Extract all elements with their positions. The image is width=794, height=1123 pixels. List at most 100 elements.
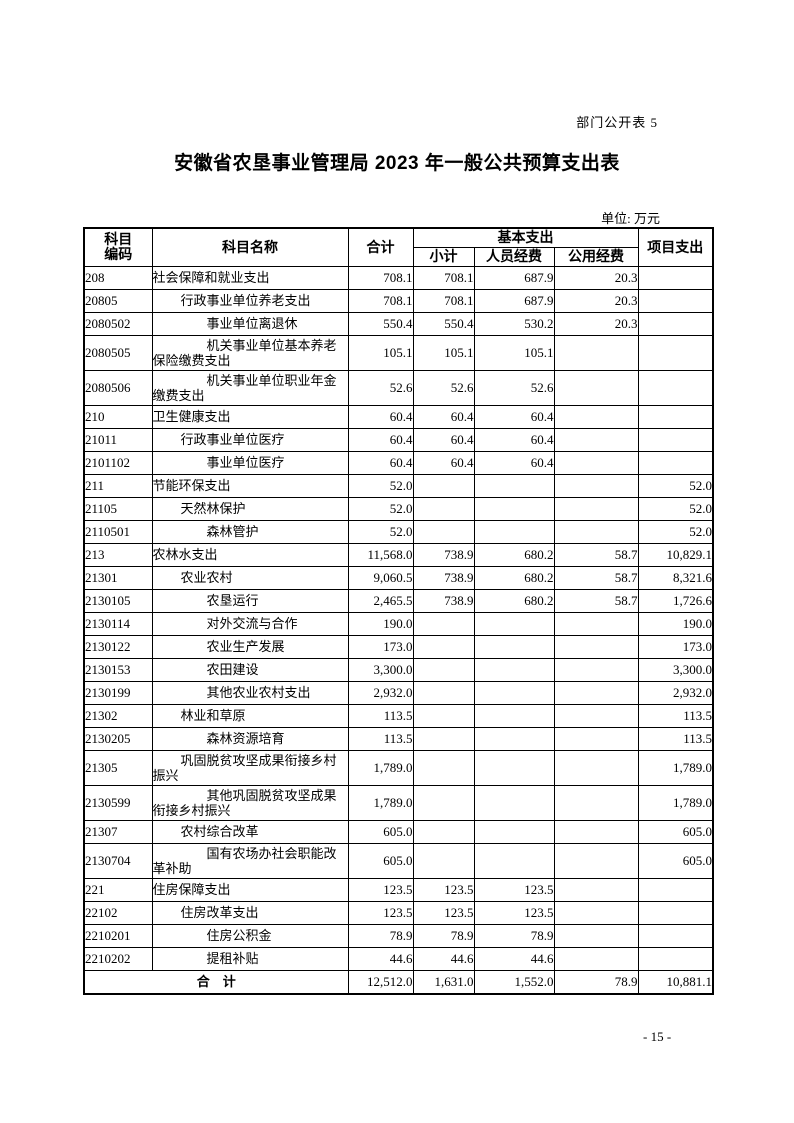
row-basic-subtotal: 738.9 xyxy=(412,565,475,590)
row-code: 2210201 xyxy=(83,923,153,948)
row-name: 机关事业单位职业年金缴费支出 xyxy=(151,369,349,406)
row-basic-subtotal xyxy=(412,703,475,728)
row-total: 1,789.0 xyxy=(347,749,414,786)
row-code: 2080506 xyxy=(83,369,153,406)
row-public xyxy=(553,634,639,659)
row-project: 113.5 xyxy=(637,726,714,751)
row-code: 2130199 xyxy=(83,680,153,705)
row-project: 605.0 xyxy=(637,842,714,879)
row-code: 2130122 xyxy=(83,634,153,659)
table-row: 2210201 住房公积金 78.9 78.9 78.9 xyxy=(83,923,714,948)
row-code: 2110501 xyxy=(83,519,153,544)
row-code: 2080505 xyxy=(83,334,153,371)
row-personnel xyxy=(473,657,555,682)
table-row: 2101102 事业单位医疗 60.4 60.4 60.4 xyxy=(83,450,714,475)
row-project: 52.0 xyxy=(637,519,714,544)
row-basic-subtotal xyxy=(412,726,475,751)
row-code: 2130205 xyxy=(83,726,153,751)
table-row: 2130199 其他农业农村支出 2,932.0 2,932.0 xyxy=(83,680,714,705)
total-personnel: 1,552.0 xyxy=(473,969,555,995)
row-name: 事业单位离退休 xyxy=(151,311,349,336)
table-row: 20805 行政事业单位养老支出 708.1 708.1 687.9 20.3 xyxy=(83,288,714,313)
row-basic-subtotal: 123.5 xyxy=(412,877,475,902)
row-personnel xyxy=(473,726,555,751)
row-total: 60.4 xyxy=(347,427,414,452)
row-total: 1,789.0 xyxy=(347,784,414,821)
table-row: 2080502 事业单位离退休 550.4 550.4 530.2 20.3 xyxy=(83,311,714,336)
row-public xyxy=(553,784,639,821)
row-basic-subtotal: 44.6 xyxy=(412,946,475,971)
row-public: 58.7 xyxy=(553,588,639,613)
table-row: 2130599 其他巩固脱贫攻坚成果衔接乡村振兴 1,789.0 1,789.0 xyxy=(83,784,714,821)
row-project xyxy=(637,946,714,971)
table-row: 221 住房保障支出 123.5 123.5 123.5 xyxy=(83,877,714,902)
row-personnel xyxy=(473,634,555,659)
row-code: 21302 xyxy=(83,703,153,728)
row-basic-subtotal: 78.9 xyxy=(412,923,475,948)
row-total: 605.0 xyxy=(347,819,414,844)
row-name: 天然林保护 xyxy=(151,496,349,521)
row-code: 208 xyxy=(83,265,153,290)
row-project xyxy=(637,369,714,406)
row-personnel: 60.4 xyxy=(473,404,555,429)
row-personnel: 44.6 xyxy=(473,946,555,971)
doc-label: 部门公开表 5 xyxy=(576,115,658,130)
row-project: 52.0 xyxy=(637,473,714,498)
header-row-1: 科目 编码 科目名称 合计 基本支出 项目支出 xyxy=(83,227,714,267)
row-project: 1,789.0 xyxy=(637,784,714,821)
row-code: 213 xyxy=(83,542,153,567)
row-name: 行政事业单位养老支出 xyxy=(151,288,349,313)
row-name: 林业和草原 xyxy=(151,703,349,728)
table-row: 2080505 机关事业单位基本养老保险缴费支出 105.1 105.1 105… xyxy=(83,334,714,371)
row-code: 21305 xyxy=(83,749,153,786)
row-total: 9,060.5 xyxy=(347,565,414,590)
table-row: 21105 天然林保护 52.0 52.0 xyxy=(83,496,714,521)
table-body: 208 社会保障和就业支出 708.1 708.1 687.9 20.3 208… xyxy=(83,265,714,971)
row-public: 20.3 xyxy=(553,311,639,336)
row-public xyxy=(553,404,639,429)
row-name: 森林管护 xyxy=(151,519,349,544)
row-basic-subtotal xyxy=(412,519,475,544)
row-personnel: 687.9 xyxy=(473,288,555,313)
total-label: 合 计 xyxy=(83,969,349,995)
row-basic-subtotal xyxy=(412,819,475,844)
row-total: 105.1 xyxy=(347,334,414,371)
row-code: 21307 xyxy=(83,819,153,844)
header-code: 科目 编码 xyxy=(83,227,153,267)
row-public xyxy=(553,923,639,948)
table-row: 21302 林业和草原 113.5 113.5 xyxy=(83,703,714,728)
header-personnel: 人员经费 xyxy=(473,246,555,267)
table-row: 2130122 农业生产发展 173.0 173.0 xyxy=(83,634,714,659)
row-basic-subtotal: 60.4 xyxy=(412,404,475,429)
header-total: 合计 xyxy=(347,227,414,267)
total-subtotal: 1,631.0 xyxy=(412,969,475,995)
row-total: 78.9 xyxy=(347,923,414,948)
row-public xyxy=(553,877,639,902)
row-total: 11,568.0 xyxy=(347,542,414,567)
table-row: 2130153 农田建设 3,300.0 3,300.0 xyxy=(83,657,714,682)
row-project xyxy=(637,450,714,475)
row-personnel: 530.2 xyxy=(473,311,555,336)
row-personnel: 52.6 xyxy=(473,369,555,406)
row-personnel: 680.2 xyxy=(473,588,555,613)
row-name: 住房公积金 xyxy=(151,923,349,948)
row-total: 44.6 xyxy=(347,946,414,971)
row-project xyxy=(637,288,714,313)
row-basic-subtotal: 708.1 xyxy=(412,288,475,313)
table-row: 21307 农村综合改革 605.0 605.0 xyxy=(83,819,714,844)
row-name: 其他农业农村支出 xyxy=(151,680,349,705)
row-total: 2,465.5 xyxy=(347,588,414,613)
table-row: 208 社会保障和就业支出 708.1 708.1 687.9 20.3 xyxy=(83,265,714,290)
row-name: 农村综合改革 xyxy=(151,819,349,844)
row-basic-subtotal xyxy=(412,842,475,879)
total-row: 合 计 12,512.0 1,631.0 1,552.0 78.9 10,881… xyxy=(83,969,714,995)
unit-note: 单位: 万元 xyxy=(601,211,660,226)
table-row: 21011 行政事业单位医疗 60.4 60.4 60.4 xyxy=(83,427,714,452)
row-personnel: 60.4 xyxy=(473,450,555,475)
row-public xyxy=(553,819,639,844)
header-public: 公用经费 xyxy=(553,246,639,267)
row-name: 行政事业单位医疗 xyxy=(151,427,349,452)
row-project: 2,932.0 xyxy=(637,680,714,705)
row-name: 提租补贴 xyxy=(151,946,349,971)
table-row: 2130105 农垦运行 2,465.5 738.9 680.2 58.7 1,… xyxy=(83,588,714,613)
